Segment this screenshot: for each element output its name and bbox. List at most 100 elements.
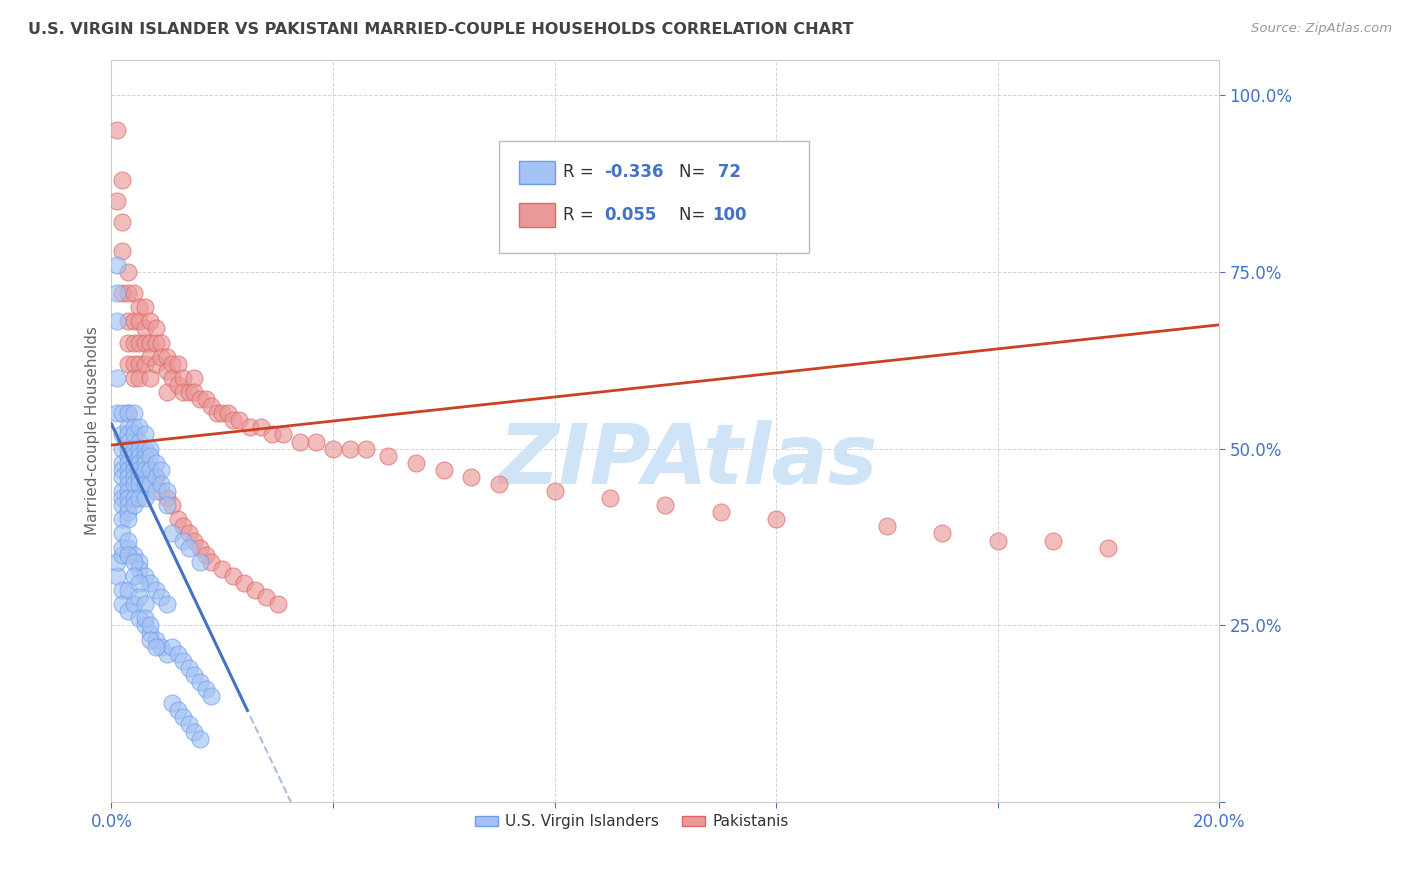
Point bbox=[111, 215, 134, 229]
Point bbox=[117, 583, 139, 598]
Text: 100: 100 bbox=[711, 206, 747, 224]
Point bbox=[433, 463, 456, 477]
Text: R =: R = bbox=[564, 206, 599, 224]
Point bbox=[122, 427, 145, 442]
Point bbox=[117, 265, 139, 279]
Point bbox=[156, 364, 179, 378]
Point bbox=[543, 484, 565, 499]
Point bbox=[128, 491, 150, 505]
Point bbox=[111, 456, 134, 470]
Point bbox=[177, 661, 200, 675]
Point bbox=[105, 371, 128, 385]
Point bbox=[145, 640, 167, 654]
Point bbox=[139, 463, 162, 477]
Point bbox=[139, 442, 162, 456]
Point bbox=[177, 541, 200, 555]
Point bbox=[139, 449, 162, 463]
Point bbox=[260, 427, 283, 442]
Point bbox=[211, 562, 233, 576]
Point bbox=[139, 625, 162, 640]
Point bbox=[156, 647, 179, 661]
Point bbox=[117, 548, 139, 562]
Point bbox=[177, 717, 200, 731]
Point bbox=[122, 470, 145, 484]
Point bbox=[139, 618, 162, 632]
Point bbox=[117, 498, 139, 512]
Point bbox=[122, 491, 145, 505]
Point bbox=[194, 392, 217, 406]
Point bbox=[150, 484, 173, 499]
Point bbox=[188, 555, 211, 569]
Point bbox=[134, 321, 156, 335]
Point bbox=[134, 491, 156, 505]
Point bbox=[150, 590, 173, 604]
Point bbox=[200, 399, 222, 413]
Point bbox=[128, 371, 150, 385]
Point bbox=[188, 392, 211, 406]
Point bbox=[145, 632, 167, 647]
Point bbox=[134, 357, 156, 371]
Point bbox=[128, 449, 150, 463]
Point bbox=[305, 434, 328, 449]
Point bbox=[228, 413, 250, 427]
Point bbox=[117, 505, 139, 519]
Point bbox=[128, 314, 150, 328]
Point bbox=[183, 371, 205, 385]
Point bbox=[111, 526, 134, 541]
Point bbox=[217, 406, 239, 420]
Point bbox=[172, 710, 194, 724]
Point bbox=[183, 668, 205, 682]
Point bbox=[145, 321, 167, 335]
Text: 72: 72 bbox=[711, 163, 741, 181]
Point bbox=[233, 576, 256, 591]
Point bbox=[177, 526, 200, 541]
Point bbox=[117, 470, 139, 484]
Point bbox=[134, 618, 156, 632]
Legend: U.S. Virgin Islanders, Pakistanis: U.S. Virgin Islanders, Pakistanis bbox=[468, 808, 796, 836]
Point bbox=[111, 498, 134, 512]
Point bbox=[599, 491, 621, 505]
Point bbox=[111, 442, 134, 456]
Point bbox=[111, 285, 134, 300]
Point bbox=[134, 477, 156, 491]
Y-axis label: Married-couple Households: Married-couple Households bbox=[86, 326, 100, 535]
Point bbox=[105, 285, 128, 300]
Point bbox=[134, 427, 156, 442]
Point bbox=[105, 569, 128, 583]
Text: -0.336: -0.336 bbox=[605, 163, 664, 181]
Point bbox=[654, 498, 676, 512]
Point bbox=[122, 427, 145, 442]
Point bbox=[111, 548, 134, 562]
Point bbox=[128, 463, 150, 477]
Point bbox=[111, 470, 134, 484]
Point bbox=[111, 244, 134, 258]
Point bbox=[122, 569, 145, 583]
Point bbox=[122, 548, 145, 562]
Point bbox=[194, 548, 217, 562]
Point bbox=[134, 449, 156, 463]
Point bbox=[122, 371, 145, 385]
Point bbox=[128, 456, 150, 470]
Point bbox=[710, 505, 733, 519]
Point bbox=[139, 463, 162, 477]
Point bbox=[245, 583, 267, 598]
Point bbox=[122, 420, 145, 434]
Point bbox=[172, 371, 194, 385]
Point bbox=[194, 682, 217, 697]
Point bbox=[172, 654, 194, 668]
Point bbox=[117, 406, 139, 420]
Point bbox=[134, 463, 156, 477]
FancyBboxPatch shape bbox=[499, 141, 810, 252]
Point bbox=[105, 555, 128, 569]
Point bbox=[156, 597, 179, 611]
Point bbox=[156, 491, 179, 505]
Text: U.S. VIRGIN ISLANDER VS PAKISTANI MARRIED-COUPLE HOUSEHOLDS CORRELATION CHART: U.S. VIRGIN ISLANDER VS PAKISTANI MARRIE… bbox=[28, 22, 853, 37]
Point bbox=[122, 498, 145, 512]
Point bbox=[139, 371, 162, 385]
Point bbox=[288, 434, 311, 449]
Point bbox=[150, 640, 173, 654]
Point bbox=[134, 442, 156, 456]
Point bbox=[488, 477, 510, 491]
Point bbox=[987, 533, 1010, 548]
Point bbox=[256, 590, 278, 604]
